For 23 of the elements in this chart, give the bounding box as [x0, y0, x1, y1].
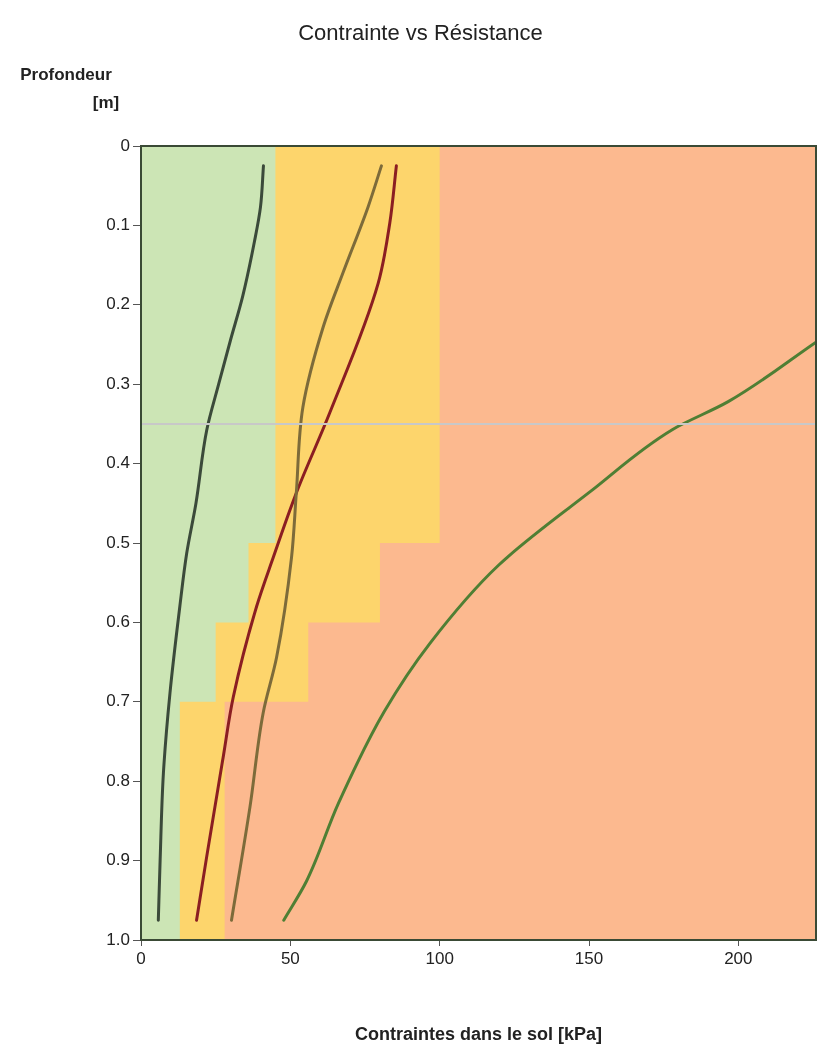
x-tick-label: 50	[280, 948, 300, 968]
x-tick-label: 200	[724, 948, 753, 968]
x-tick-label: 100	[425, 948, 454, 968]
line-series	[156, 164, 265, 922]
y-tick-label: 0.7	[106, 691, 130, 711]
chart-title: Contrainte vs Résistance	[298, 20, 543, 45]
y-tick-label: 0.5	[106, 532, 130, 552]
y-tick-label: 0	[120, 135, 130, 155]
x-axis-title: Contraintes dans le sol [kPa]	[354, 1024, 603, 1044]
y-tick-label: 0.3	[106, 373, 130, 393]
y-tick-label: 0.9	[106, 850, 130, 870]
x-tick-label: 0	[136, 948, 146, 968]
y-tick-label: 0.4	[106, 453, 130, 473]
y-tick-label: 0.1	[106, 215, 130, 235]
y-tick-label: 0.8	[106, 770, 130, 790]
y-tick-label: 1.0	[106, 929, 130, 949]
line-series	[195, 164, 398, 922]
line-series	[230, 164, 383, 922]
y-tick-label: 0.6	[106, 612, 130, 632]
y-tick-label: 0.2	[106, 294, 130, 314]
x-tick-label: 150	[574, 948, 604, 968]
y-axis-title: Profondeur [m]	[20, 65, 120, 112]
line-series	[282, 340, 816, 922]
